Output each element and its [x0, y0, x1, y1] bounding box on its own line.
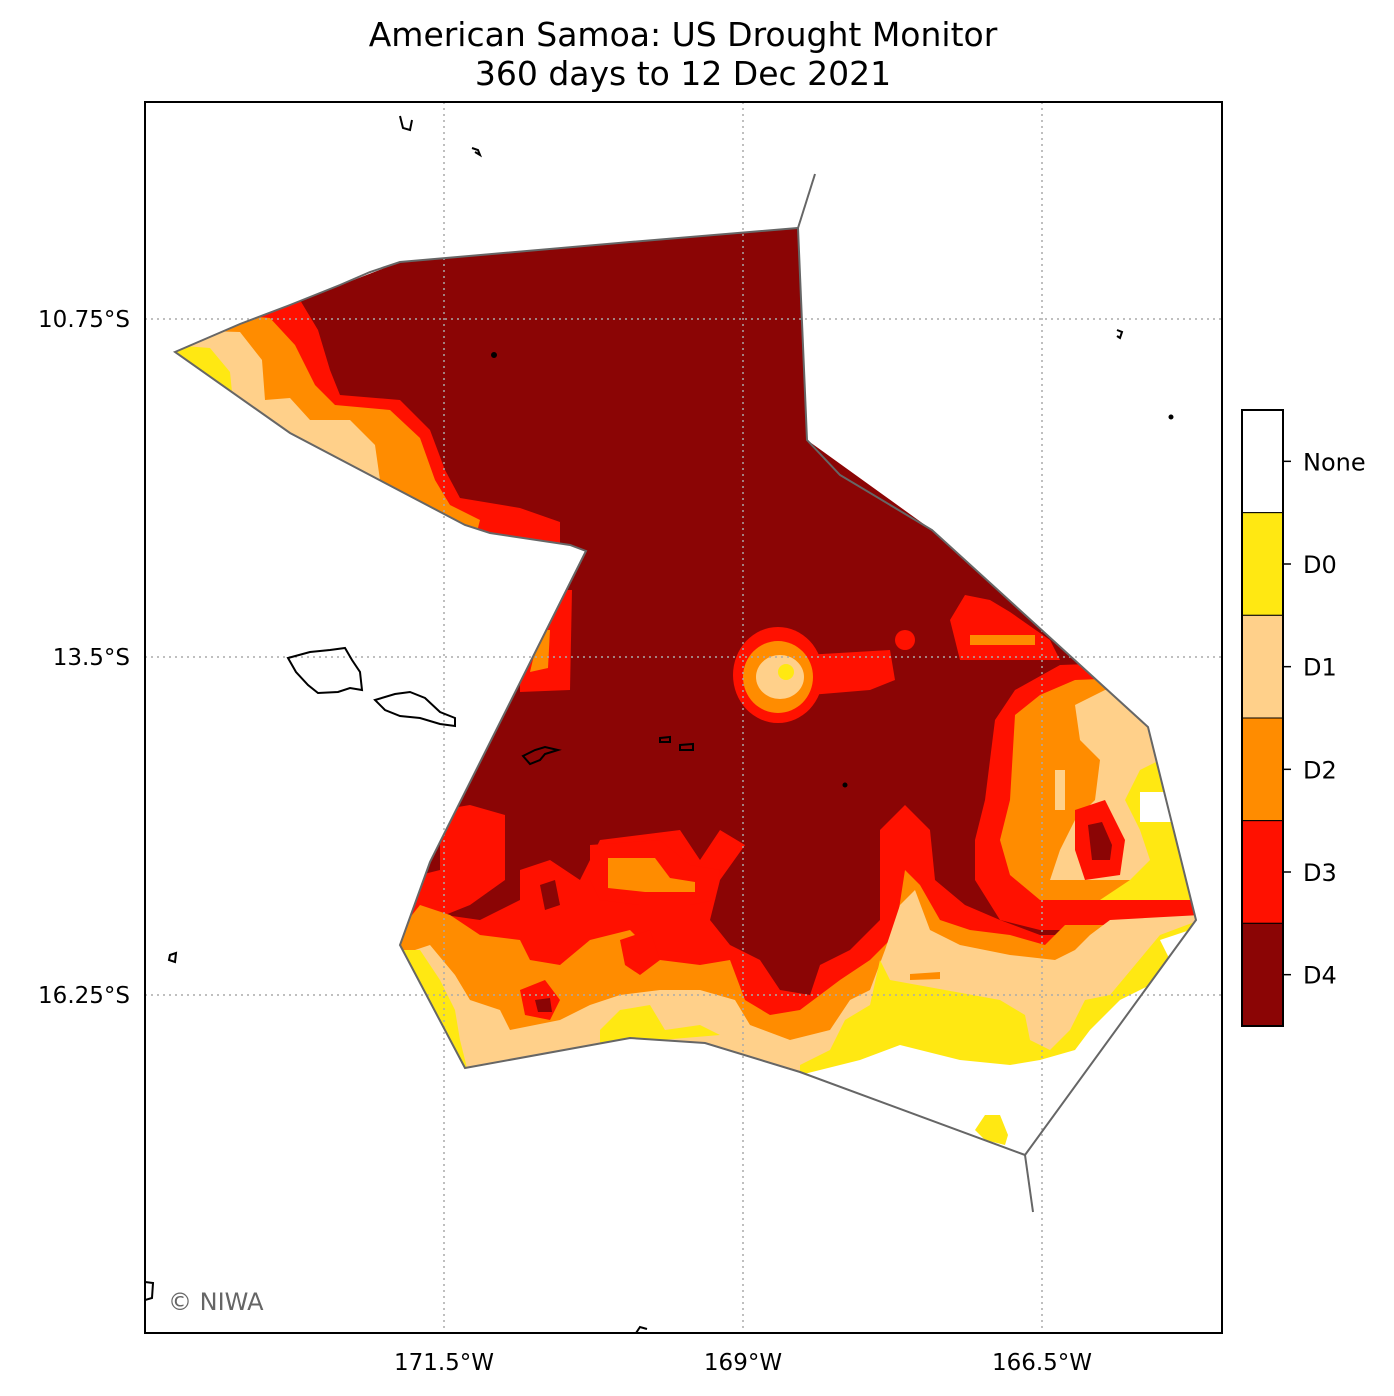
- colorbar-label: None: [1303, 448, 1366, 476]
- center-d0-blob: [778, 664, 794, 680]
- colorbar-swatch-d1: [1241, 614, 1284, 719]
- colorbar-swatch-d0: [1241, 512, 1284, 616]
- colorbar-swatch-d3: [1241, 820, 1284, 924]
- colorbar-label: D4: [1303, 962, 1337, 990]
- center-d3-dot: [895, 630, 915, 650]
- manua-islet-2: [679, 742, 694, 751]
- coastlines: [145, 115, 1174, 1333]
- south-d2-inner-core: [608, 858, 695, 892]
- lon-tick-label: 171.5°W: [394, 1350, 494, 1376]
- drought-field: [175, 228, 1196, 1155]
- west-edge-d2: [530, 630, 550, 672]
- map-title: American Samoa: US Drought Monitor: [368, 15, 998, 54]
- lat-tick-label: 16.25°S: [38, 983, 130, 1009]
- islet-dot-2: [1168, 414, 1174, 420]
- south-d3-island-3: [620, 930, 660, 975]
- colorbar-label: D0: [1303, 551, 1337, 579]
- lat-tick-label: 13.5°S: [53, 645, 130, 671]
- colorbar-label: D1: [1303, 654, 1337, 682]
- lat-tick-label: 10.75°S: [38, 307, 130, 333]
- south-d4-island-2: [535, 998, 552, 1012]
- eez-boundary: [172, 173, 1198, 1213]
- colorbar: None D0 D1 D2 D3 D4: [1241, 409, 1366, 1027]
- map-subtitle: 360 days to 12 Dec 2021: [474, 54, 892, 93]
- islet-dot-3: [842, 782, 848, 788]
- colorbar-swatch-d2: [1241, 717, 1284, 822]
- south-d4-island-1: [540, 880, 560, 910]
- colorbar-swatch-none: [1241, 409, 1284, 514]
- tutuila-island: [521, 745, 562, 766]
- east-d1-column: [1055, 770, 1065, 810]
- edge-islet-1: [145, 1281, 155, 1301]
- gridlines: [145, 102, 1222, 1333]
- northern-atoll-1: [399, 115, 413, 132]
- ne-d2-region: [970, 635, 1035, 645]
- east-d2-column: [1025, 735, 1035, 770]
- savaii-island: [373, 690, 456, 728]
- south-d0-blob: [975, 1115, 1008, 1145]
- lon-tick-label: 169°W: [704, 1350, 782, 1376]
- colorbar-label: D2: [1303, 756, 1337, 784]
- edge-islet-2: [635, 1325, 648, 1333]
- credit-text: © NIWA: [168, 1288, 264, 1316]
- south-d0-region-mid: [600, 1005, 720, 1045]
- south-d2-sliver: [910, 972, 940, 980]
- colorbar-swatch-d4: [1241, 922, 1284, 1027]
- northern-atoll-3: [1116, 329, 1124, 340]
- upolu-island: [286, 646, 364, 695]
- map-frame: [144, 101, 1223, 1334]
- colorbar-label: D3: [1303, 859, 1337, 887]
- southwest-islet: [167, 951, 178, 964]
- center-d3-arm: [805, 650, 895, 695]
- manua-islet-1: [659, 735, 671, 743]
- east-d4-pocket-inner: [1088, 822, 1112, 860]
- lon-tick-label: 166.5°W: [992, 1350, 1092, 1376]
- northern-atoll-2: [471, 147, 483, 158]
- islet-dot-1: [491, 352, 497, 358]
- colorbar-frame: [1241, 409, 1284, 1027]
